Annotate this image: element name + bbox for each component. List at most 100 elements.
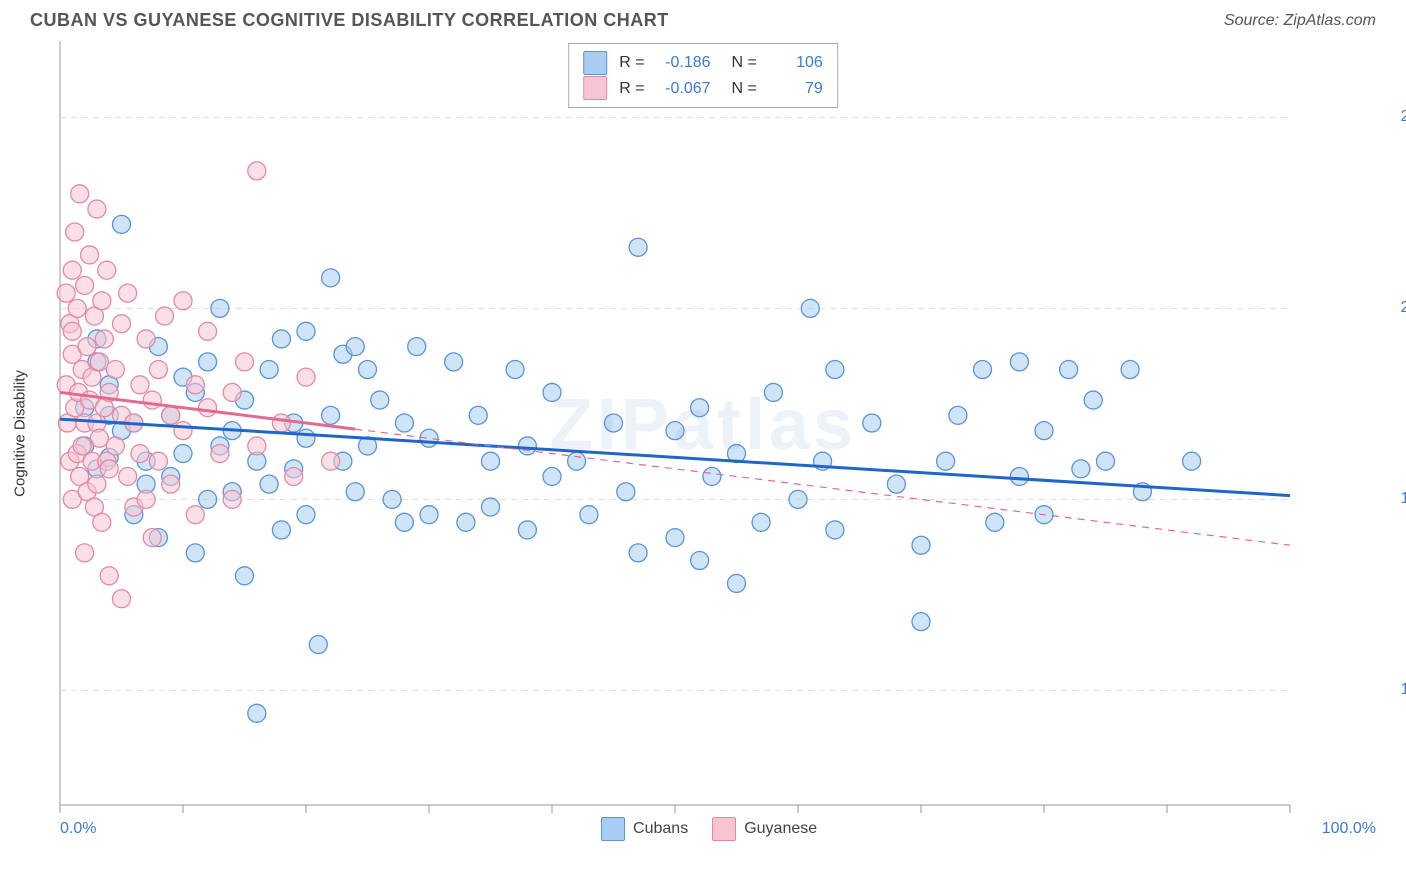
data-point	[174, 422, 192, 440]
data-point	[322, 269, 340, 287]
x-axis-start-label: 0.0%	[60, 820, 96, 838]
data-point	[568, 452, 586, 470]
data-point	[156, 307, 174, 325]
data-point	[143, 391, 161, 409]
data-point	[113, 215, 131, 233]
data-point	[666, 422, 684, 440]
data-point	[1072, 460, 1090, 478]
data-point	[506, 361, 524, 379]
data-point	[272, 330, 290, 348]
stat-r-value: -0.067	[657, 76, 711, 102]
data-point	[113, 315, 131, 333]
data-point	[76, 544, 94, 562]
chart-title: CUBAN VS GUYANESE COGNITIVE DISABILITY C…	[30, 10, 669, 31]
y-tick-label: 15.0%	[1401, 490, 1406, 508]
stat-n-label: N =	[723, 76, 757, 102]
data-point	[801, 299, 819, 317]
footer-row: 0.0% Cubans Guyanese 100.0%	[60, 817, 1376, 841]
data-point	[912, 613, 930, 631]
y-tick-label: 25.0%	[1401, 108, 1406, 126]
data-point	[93, 292, 111, 310]
data-point	[383, 490, 401, 508]
data-point	[88, 475, 106, 493]
data-point	[100, 460, 118, 478]
data-point	[149, 361, 167, 379]
legend-label: Cubans	[633, 820, 688, 838]
data-point	[1060, 361, 1078, 379]
data-point	[395, 414, 413, 432]
data-point	[408, 338, 426, 356]
data-point	[113, 590, 131, 608]
data-point	[93, 513, 111, 531]
x-axis-end-label: 100.0%	[1322, 820, 1376, 838]
data-point	[88, 200, 106, 218]
data-point	[119, 467, 137, 485]
data-point	[1084, 391, 1102, 409]
data-point	[211, 299, 229, 317]
data-point	[543, 383, 561, 401]
data-point	[199, 490, 217, 508]
data-point	[162, 475, 180, 493]
data-point	[666, 529, 684, 547]
data-point	[90, 353, 108, 371]
data-point	[543, 467, 561, 485]
scatter-plot	[30, 35, 1300, 815]
data-point	[1035, 422, 1053, 440]
data-point	[174, 292, 192, 310]
data-point	[728, 574, 746, 592]
data-point	[863, 414, 881, 432]
data-point	[309, 636, 327, 654]
data-point	[445, 353, 463, 371]
data-point	[359, 361, 377, 379]
data-point	[691, 399, 709, 417]
legend-label: Guyanese	[744, 820, 817, 838]
data-point	[580, 506, 598, 524]
stat-n-value: 79	[769, 76, 823, 102]
data-point	[937, 452, 955, 470]
data-point	[1121, 361, 1139, 379]
data-point	[297, 429, 315, 447]
legend-swatch	[601, 817, 625, 841]
data-point	[887, 475, 905, 493]
header: CUBAN VS GUYANESE COGNITIVE DISABILITY C…	[0, 0, 1406, 35]
data-point	[518, 521, 536, 539]
data-point	[789, 490, 807, 508]
data-point	[420, 429, 438, 447]
data-point	[90, 429, 108, 447]
data-point	[68, 299, 86, 317]
data-point	[76, 276, 94, 294]
data-point	[199, 322, 217, 340]
data-point	[260, 361, 278, 379]
data-point	[131, 376, 149, 394]
data-point	[346, 338, 364, 356]
y-axis-label: Cognitive Disability	[12, 370, 29, 497]
y-tick-label: 20.0%	[1401, 299, 1406, 317]
data-point	[199, 399, 217, 417]
legend-swatch	[583, 76, 607, 100]
legend-item: Guyanese	[712, 817, 817, 841]
data-point	[1183, 452, 1201, 470]
data-point	[1097, 452, 1115, 470]
stat-r-label: R =	[619, 50, 644, 76]
data-point	[119, 284, 137, 302]
data-point	[272, 414, 290, 432]
data-point	[186, 506, 204, 524]
series-legend: Cubans Guyanese	[601, 817, 817, 841]
data-point	[395, 513, 413, 531]
data-point	[66, 223, 84, 241]
data-point	[826, 361, 844, 379]
data-point	[260, 475, 278, 493]
stat-n-value: 106	[769, 50, 823, 76]
data-point	[322, 406, 340, 424]
data-point	[63, 322, 81, 340]
data-point	[106, 437, 124, 455]
data-point	[106, 361, 124, 379]
data-point	[617, 483, 635, 501]
data-point	[100, 567, 118, 585]
legend-item: Cubans	[601, 817, 688, 841]
data-point	[137, 330, 155, 348]
data-point	[691, 552, 709, 570]
data-point	[137, 490, 155, 508]
data-point	[131, 445, 149, 463]
stat-n-label: N =	[723, 50, 757, 76]
